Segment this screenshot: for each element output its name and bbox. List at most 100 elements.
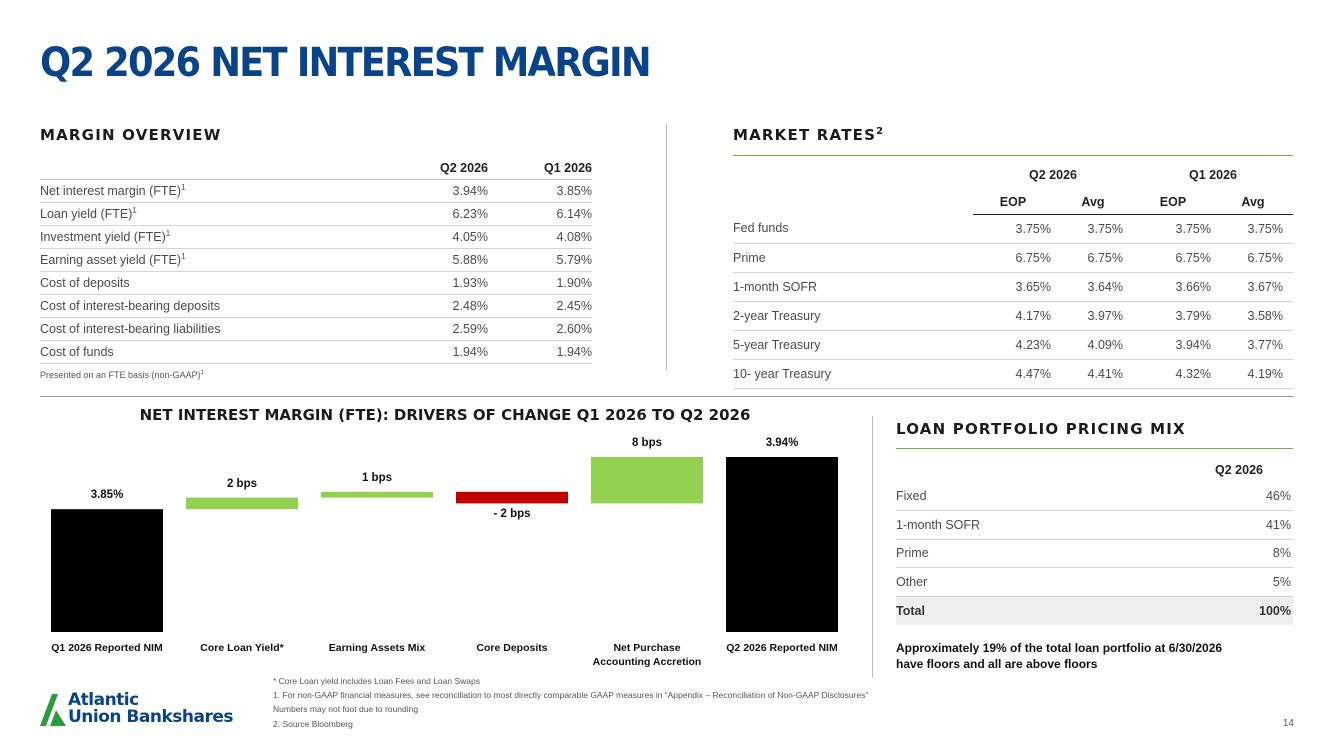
- row-label: 10- year Treasury: [733, 359, 973, 389]
- row-value: 100%: [1101, 596, 1293, 625]
- waterfall-bar: [321, 491, 433, 498]
- row-label: Loan yield (FTE)1: [40, 202, 380, 226]
- total-row: Total 100%: [896, 596, 1293, 625]
- market-rates-heading-sup: 2: [876, 126, 885, 137]
- rate-value: 3.75%: [1133, 214, 1213, 244]
- row-label-text: Net interest margin (FTE): [40, 184, 182, 199]
- table-row: Net interest margin (FTE)1 3.94% 3.85%: [40, 179, 592, 203]
- waterfall-bar: [726, 457, 838, 632]
- section-divider-2: [872, 416, 873, 678]
- q2-value: 1.94%: [380, 340, 488, 364]
- row-label: Net interest margin (FTE)1: [40, 179, 380, 203]
- q1-value: 4.08%: [488, 225, 592, 249]
- q2-value: 1.93%: [380, 271, 488, 295]
- mid-separator: [40, 396, 1294, 397]
- row-label: Prime: [896, 539, 1102, 568]
- category-label: Earning Assets Mix: [328, 642, 426, 654]
- row-label: Earning asset yield (FTE)1: [40, 248, 380, 272]
- row-label: 2-year Treasury: [733, 301, 973, 331]
- row-label-text: Loan yield (FTE): [40, 207, 133, 222]
- q2-value: 2.48%: [380, 294, 488, 318]
- market-rates-heading-text: MARKET RATES: [733, 126, 877, 144]
- page-number: 14: [1282, 718, 1294, 729]
- q2-value: 3.94%: [380, 179, 488, 203]
- row-label: Cost of interest-bearing deposits: [40, 294, 380, 318]
- row-label-text: Earning asset yield (FTE): [40, 253, 182, 268]
- loan-pricing-column-header: Q2 2026: [1215, 463, 1263, 477]
- rate-value: 3.65%: [973, 272, 1053, 302]
- row-label-sup: 1: [165, 228, 171, 238]
- table-row: 10- year Treasury 4.47% 4.41% 4.32% 4.19%: [733, 359, 1293, 389]
- table-row: Fixed 46%: [896, 482, 1293, 511]
- logo-mark-icon: [40, 694, 66, 726]
- row-label: Cost of interest-bearing liabilities: [40, 317, 380, 341]
- bar-value-label: 2 bps: [226, 477, 258, 490]
- rate-value: 3.75%: [973, 214, 1053, 244]
- row-label-text: Cost of funds: [40, 345, 114, 360]
- row-label: Fed funds: [733, 214, 973, 244]
- loan-pricing-heading: LOAN PORTFOLIO PRICING MIX: [896, 420, 1186, 438]
- row-value: 46%: [1101, 482, 1293, 511]
- q1-value: 6.14%: [488, 202, 592, 226]
- footnote-1: 1. For non-GAAP financial measures, see …: [273, 690, 869, 700]
- waterfall-bar: [51, 509, 163, 632]
- q2-value: 4.05%: [380, 225, 488, 249]
- waterfall-bar: [591, 457, 703, 504]
- rate-value: 4.23%: [973, 330, 1053, 360]
- q1-value: 1.94%: [488, 340, 592, 364]
- waterfall-heading: NET INTEREST MARGIN (FTE): DRIVERS OF CH…: [139, 406, 751, 424]
- category-label: Q1 2026 Reported NIM: [51, 642, 163, 654]
- group-header-q1: Q1 2026: [1189, 168, 1237, 182]
- waterfall-bar: [186, 497, 298, 510]
- row-value: 41%: [1101, 510, 1293, 540]
- rate-value: 3.94%: [1133, 330, 1213, 360]
- loan-pricing-note: Approximately 19% of the total loan port…: [896, 640, 1293, 672]
- row-label: Total: [896, 596, 1102, 625]
- subheader-avg: Avg: [1213, 190, 1293, 215]
- table-row: 5-year Treasury 4.23% 4.09% 3.94% 3.77%: [733, 330, 1293, 360]
- margin-overview-table: Q2 2026 Q1 2026 Net interest margin (FTE…: [40, 157, 592, 364]
- section-divider: [666, 124, 667, 370]
- waterfall-bar: [456, 491, 568, 504]
- market-rates-rule: [733, 155, 1293, 156]
- rate-value: 3.79%: [1133, 301, 1213, 331]
- q1-value: 2.60%: [488, 317, 592, 341]
- logo-line2: Union Bankshares: [68, 707, 234, 727]
- table-row: Cost of interest-bearing liabilities 2.59…: [40, 317, 592, 341]
- rate-value: 6.75%: [1053, 243, 1133, 273]
- table-row: Fed funds 3.75% 3.75% 3.75% 3.75%: [733, 214, 1293, 244]
- rate-value: 3.58%: [1213, 301, 1293, 331]
- column-header-q1: Q1 2026: [488, 157, 592, 180]
- page-title: Q2 2026 NET INTEREST MARGIN: [40, 40, 652, 86]
- market-rates-table: Q2 2026 Q1 2026 EOP Avg EOP Avg Fed fund…: [733, 160, 1293, 389]
- rate-value: 6.75%: [973, 243, 1053, 273]
- table-row: Loan yield (FTE)1 6.23% 6.14%: [40, 202, 592, 226]
- market-rates-table-wrap: Q2 2026 Q1 2026 EOP Avg EOP Avg Fed fund…: [733, 160, 1293, 389]
- rate-value: 3.75%: [1213, 214, 1293, 244]
- table-row: Cost of interest-bearing deposits 2.48% 2.…: [40, 294, 592, 318]
- note-text: Presented on an FTE basis (non-GAAP): [40, 369, 201, 380]
- rate-value: 4.32%: [1133, 359, 1213, 389]
- rate-value: 3.75%: [1053, 214, 1133, 244]
- row-label: 1-month SOFR: [896, 510, 1102, 540]
- q2-value: 5.88%: [380, 248, 488, 272]
- table-row: Earning asset yield (FTE)1 5.88% 5.79%: [40, 248, 592, 272]
- loan-pricing-note-line1: Approximately 19% of the total loan port…: [896, 641, 1223, 655]
- row-label: Prime: [733, 243, 973, 273]
- q1-value: 3.85%: [488, 179, 592, 203]
- loan-pricing-table: Q2 2026 Fixed 46% 1-month SOFR 41% Prime 8% Ot…: [896, 458, 1293, 625]
- rate-value: 3.64%: [1053, 272, 1133, 302]
- table-row: Cost of deposits 1.93% 1.90%: [40, 271, 592, 295]
- category-label: Core Loan Yield*: [200, 642, 284, 654]
- row-label-text: Cost of deposits: [40, 276, 130, 291]
- row-label: 5-year Treasury: [733, 330, 973, 360]
- rate-value: 3.67%: [1213, 272, 1293, 302]
- group-header-q2: Q2 2026: [1029, 168, 1077, 182]
- row-label: Cost of funds: [40, 340, 380, 364]
- category-label: Net Purchase Accounting Accretion: [592, 642, 702, 668]
- rate-value: 4.09%: [1053, 330, 1133, 360]
- q1-value: 1.90%: [488, 271, 592, 295]
- q2-value: 6.23%: [380, 202, 488, 226]
- footnote-2: 2. Source Bloomberg: [273, 719, 353, 729]
- table-row: Prime 6.75% 6.75% 6.75% 6.75%: [733, 243, 1293, 273]
